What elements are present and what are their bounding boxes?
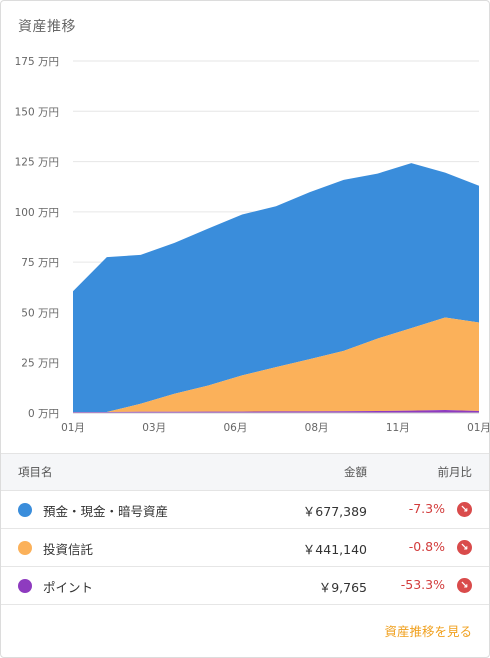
view-asset-trend-link[interactable]: 資産推移を見る xyxy=(384,624,472,639)
row-amount: ￥9,765 xyxy=(318,580,367,595)
table-row[interactable]: 預金・現金・暗号資産 ￥677,389 -7.3% ↘ xyxy=(1,491,489,529)
header-change: 前月比 xyxy=(437,465,473,479)
y-tick-label: 25 万円 xyxy=(21,358,59,370)
x-tick-label: 11月 xyxy=(386,422,410,434)
x-tick-label: 01月 xyxy=(467,422,489,434)
x-tick-label: 03月 xyxy=(142,422,166,434)
x-tick-label: 06月 xyxy=(223,422,247,434)
y-tick-label: 125 万円 xyxy=(15,157,59,169)
row-change: -7.3% xyxy=(408,501,445,516)
y-tick-label: 0 万円 xyxy=(28,408,59,420)
table-header: 項目名 金額 前月比 xyxy=(1,453,489,491)
table-row[interactable]: 投資信託 ￥441,140 -0.8% ↘ xyxy=(1,529,489,567)
asset-trend-chart: 0 万円 25 万円 50 万円 75 万円 100 万円 125 万円 150 万円 175… xyxy=(15,56,489,434)
y-tick-label: 100 万円 xyxy=(15,207,59,219)
y-tick-label: 50 万円 xyxy=(21,307,59,319)
x-tick-label: 08月 xyxy=(305,422,329,434)
row-amount: ￥677,389 xyxy=(302,504,367,519)
arrow-down-right-icon: ↘ xyxy=(457,540,472,555)
header-name: 項目名 xyxy=(18,465,53,479)
y-tick-label: 175 万円 xyxy=(15,56,59,68)
legend-dot xyxy=(18,503,32,517)
x-tick-label: 01月 xyxy=(61,422,85,434)
legend-dot xyxy=(18,579,32,593)
arrow-down-right-icon: ↘ xyxy=(457,502,472,517)
y-tick-label: 75 万円 xyxy=(21,257,59,269)
row-name: 預金・現金・暗号資産 xyxy=(43,504,169,519)
row-change: -0.8% xyxy=(408,539,445,554)
arrow-down-right-icon: ↘ xyxy=(457,578,472,593)
row-change: -53.3% xyxy=(400,577,445,592)
legend-dot xyxy=(18,541,32,555)
row-amount: ￥441,140 xyxy=(302,542,367,557)
row-name: 投資信託 xyxy=(43,542,94,557)
row-name: ポイント xyxy=(43,580,94,595)
header-amount: 金額 xyxy=(344,465,367,479)
card-title: 資産推移 xyxy=(18,19,76,35)
area-series xyxy=(73,163,479,412)
area-series xyxy=(73,409,479,413)
breakdown-table: 項目名 金額 前月比 預金・現金・暗号資産 ￥677,389 -7.3% ↘ 投資信託 ￥… xyxy=(1,453,489,605)
table-row[interactable]: ポイント ￥9,765 -53.3% ↘ xyxy=(1,567,489,605)
area-series xyxy=(73,317,479,412)
y-tick-label: 150 万円 xyxy=(15,106,59,118)
